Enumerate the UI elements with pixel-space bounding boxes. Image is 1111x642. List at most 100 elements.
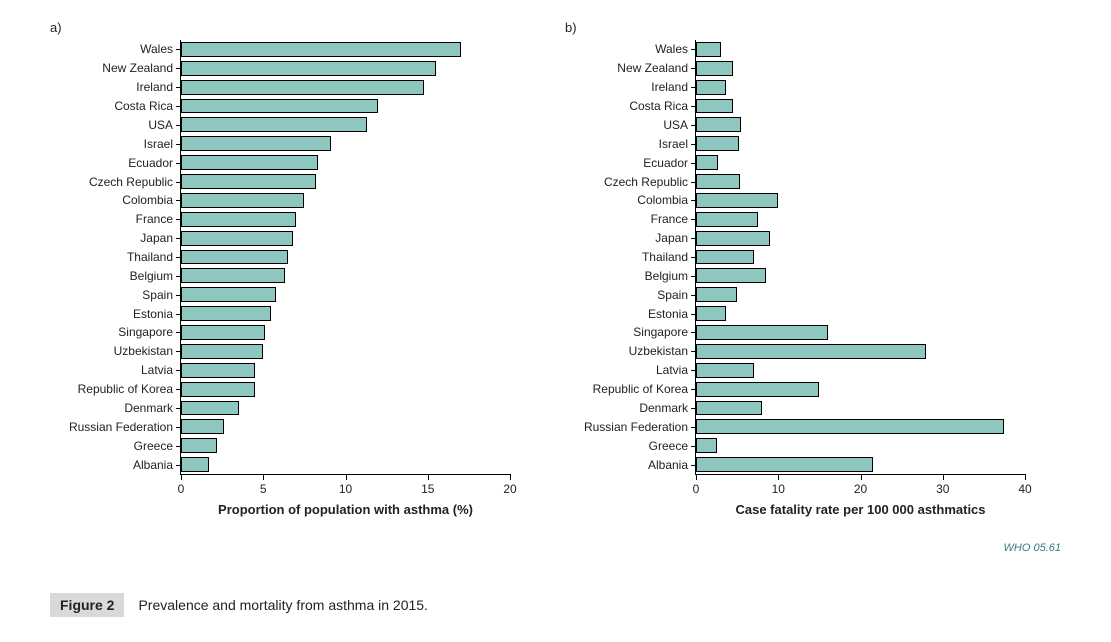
bar-row: Costa Rica bbox=[696, 97, 1025, 116]
category-label: Japan bbox=[140, 232, 181, 244]
category-label: Republic of Korea bbox=[78, 383, 181, 395]
category-label: Czech Republic bbox=[604, 176, 696, 188]
category-label: Thailand bbox=[127, 251, 181, 263]
bar-row: Greece bbox=[696, 436, 1025, 455]
bar bbox=[696, 80, 726, 95]
bar-row: Greece bbox=[181, 436, 510, 455]
panel-a-plot: Proportion of population with asthma (%)… bbox=[180, 40, 510, 475]
bar bbox=[181, 99, 378, 114]
category-label: Albania bbox=[648, 459, 696, 471]
category-label: Greece bbox=[134, 440, 181, 452]
bar-row: Spain bbox=[181, 285, 510, 304]
bar-row: Uzbekistan bbox=[181, 342, 510, 361]
bar bbox=[181, 174, 316, 189]
panel-a: a) Proportion of population with asthma … bbox=[50, 20, 535, 530]
source-note: WHO 05.61 bbox=[1004, 542, 1061, 554]
x-tick-label: 10 bbox=[772, 482, 785, 496]
figure-caption: Figure 2 Prevalence and mortality from a… bbox=[50, 593, 428, 617]
bar-row: Estonia bbox=[181, 304, 510, 323]
figure-container: a) Proportion of population with asthma … bbox=[0, 0, 1111, 642]
bar-row: Ecuador bbox=[696, 153, 1025, 172]
bar bbox=[696, 136, 739, 151]
category-label: Belgium bbox=[645, 270, 696, 282]
bar-row: USA bbox=[696, 115, 1025, 134]
category-label: Costa Rica bbox=[114, 100, 181, 112]
bar-row: France bbox=[181, 210, 510, 229]
bar bbox=[181, 363, 255, 378]
category-label: Republic of Korea bbox=[593, 383, 696, 395]
bar-row: Czech Republic bbox=[696, 172, 1025, 191]
bar-row: Singapore bbox=[181, 323, 510, 342]
panel-b: b) Case fatality rate per 100 000 asthma… bbox=[565, 20, 1050, 530]
bar-row: Thailand bbox=[696, 248, 1025, 267]
bar-row: Belgium bbox=[181, 266, 510, 285]
bar bbox=[181, 250, 288, 265]
bar bbox=[181, 155, 318, 170]
category-label: Greece bbox=[649, 440, 696, 452]
category-label: Wales bbox=[655, 43, 696, 55]
bar-row: Estonia bbox=[696, 304, 1025, 323]
x-tick-label: 10 bbox=[339, 482, 352, 496]
chart-grid: a) Proportion of population with asthma … bbox=[50, 20, 1050, 530]
panel-a-label: a) bbox=[50, 20, 62, 35]
bar-row: Colombia bbox=[696, 191, 1025, 210]
bar bbox=[181, 117, 367, 132]
x-tick-label: 20 bbox=[854, 482, 867, 496]
bar bbox=[696, 325, 828, 340]
bar bbox=[181, 382, 255, 397]
category-label: Ireland bbox=[651, 81, 696, 93]
bar-row: Singapore bbox=[696, 323, 1025, 342]
bar bbox=[696, 231, 770, 246]
bar-row: USA bbox=[181, 115, 510, 134]
category-label: Estonia bbox=[648, 308, 696, 320]
category-label: Czech Republic bbox=[89, 176, 181, 188]
x-tick-label: 0 bbox=[178, 482, 185, 496]
bar bbox=[696, 344, 926, 359]
bar-row: Spain bbox=[696, 285, 1025, 304]
bar bbox=[181, 80, 424, 95]
bar-row: Ireland bbox=[181, 78, 510, 97]
bar-row: Japan bbox=[696, 229, 1025, 248]
category-label: Russian Federation bbox=[69, 421, 181, 433]
caption-text: Prevalence and mortality from asthma in … bbox=[138, 593, 427, 617]
bar bbox=[181, 61, 436, 76]
category-label: Denmark bbox=[639, 402, 696, 414]
category-label: Colombia bbox=[122, 194, 181, 206]
bar bbox=[181, 212, 296, 227]
category-label: New Zealand bbox=[102, 62, 181, 74]
bar-row: Russian Federation bbox=[181, 417, 510, 436]
x-tick bbox=[181, 474, 182, 480]
x-tick bbox=[1025, 474, 1026, 480]
bar bbox=[696, 174, 740, 189]
category-label: Colombia bbox=[637, 194, 696, 206]
x-tick bbox=[861, 474, 862, 480]
bar-row: Denmark bbox=[181, 399, 510, 418]
caption-badge: Figure 2 bbox=[50, 593, 124, 617]
bar bbox=[696, 117, 741, 132]
bar-row: Albania bbox=[181, 455, 510, 474]
category-label: Wales bbox=[140, 43, 181, 55]
bar-row: France bbox=[696, 210, 1025, 229]
bar-row: Uzbekistan bbox=[696, 342, 1025, 361]
bar bbox=[696, 419, 1004, 434]
x-tick bbox=[346, 474, 347, 480]
category-label: Ecuador bbox=[128, 157, 181, 169]
category-label: Ecuador bbox=[643, 157, 696, 169]
x-tick bbox=[943, 474, 944, 480]
panel-b-x-title: Case fatality rate per 100 000 asthmatic… bbox=[696, 502, 1025, 517]
bar-row: Republic of Korea bbox=[181, 380, 510, 399]
bar bbox=[696, 61, 733, 76]
bar bbox=[181, 231, 293, 246]
bar bbox=[696, 212, 758, 227]
bar bbox=[696, 401, 762, 416]
category-label: Russian Federation bbox=[584, 421, 696, 433]
bar bbox=[181, 287, 276, 302]
category-label: Latvia bbox=[656, 364, 696, 376]
bar-row: Belgium bbox=[696, 266, 1025, 285]
bar bbox=[181, 325, 265, 340]
category-label: Latvia bbox=[141, 364, 181, 376]
bar-row: Colombia bbox=[181, 191, 510, 210]
x-tick bbox=[428, 474, 429, 480]
bar-row: Ecuador bbox=[181, 153, 510, 172]
panel-a-x-title: Proportion of population with asthma (%) bbox=[181, 502, 510, 517]
